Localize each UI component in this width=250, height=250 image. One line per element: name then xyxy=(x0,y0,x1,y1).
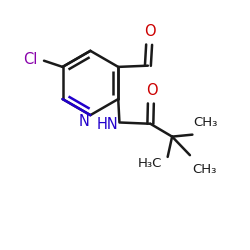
Text: HN: HN xyxy=(96,117,118,132)
Text: H₃C: H₃C xyxy=(138,156,162,170)
Text: O: O xyxy=(144,24,156,39)
Text: Cl: Cl xyxy=(24,52,38,67)
Text: CH₃: CH₃ xyxy=(192,162,216,175)
Text: CH₃: CH₃ xyxy=(193,116,218,129)
Text: O: O xyxy=(146,83,158,98)
Text: N: N xyxy=(78,114,89,129)
